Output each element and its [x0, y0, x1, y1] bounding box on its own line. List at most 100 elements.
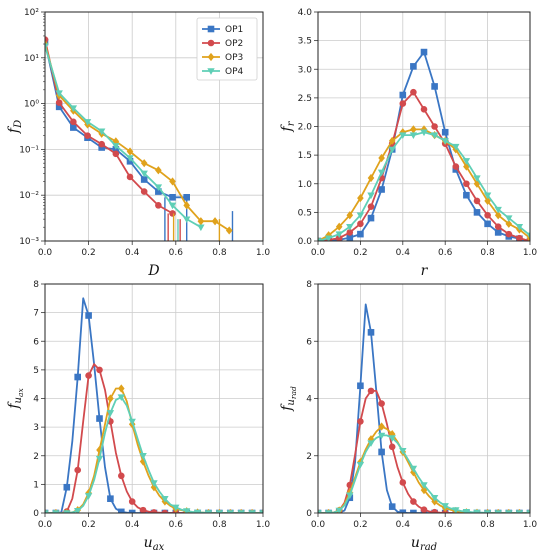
data-point-op1 [169, 193, 176, 201]
x-axis-label-main: r [421, 263, 429, 279]
series-line-op3 [45, 43, 230, 232]
y-axis-label-sub: D [13, 120, 24, 129]
data-point-op3 [463, 162, 470, 171]
data-point-op1 [357, 230, 364, 238]
x-tick-label: 1.0 [256, 520, 271, 530]
data-point-op4 [215, 510, 224, 513]
x-tick-label: 0.0 [38, 520, 53, 530]
legend-label-op2: OP2 [225, 39, 243, 49]
y-tick-label: 3 [33, 423, 39, 433]
data-point-op1 [410, 509, 417, 513]
data-point-op2 [169, 210, 176, 217]
data-point-op3 [225, 226, 233, 235]
data-point-op4 [335, 507, 343, 513]
data-point-op4 [112, 143, 120, 150]
data-point-op3 [183, 201, 190, 210]
y-axis-label: fuax [6, 388, 25, 410]
plot-frame [317, 11, 531, 242]
y-tick-label: 5 [33, 366, 39, 376]
data-point-op2 [357, 220, 364, 228]
legend-marker-op1 [207, 25, 215, 33]
data-point-op4 [335, 231, 343, 239]
y-tick-label: 10⁻¹ [19, 145, 39, 155]
data-point-op4 [367, 440, 375, 447]
data-point-op4 [505, 510, 513, 513]
data-point-op4 [356, 461, 365, 469]
data-point-op3 [139, 457, 147, 466]
data-point-op1 [388, 503, 396, 510]
data-point-op2 [126, 173, 134, 181]
x-tick-label: 0.6 [169, 520, 184, 530]
y-tick-label: 6 [306, 337, 312, 347]
y-tick-label: 10¹ [24, 54, 39, 64]
x-tick-label: 1.0 [523, 520, 538, 530]
y-tick-label: 10² [24, 8, 39, 18]
data-point-op1 [63, 483, 71, 491]
x-tick-label: 0.4 [125, 520, 140, 530]
data-point-op1 [118, 508, 125, 513]
y-tick-label: 10⁰ [24, 100, 39, 110]
y-tick-label: 10⁻³ [19, 237, 39, 247]
data-point-op3 [367, 173, 375, 183]
data-point-op4 [430, 132, 439, 139]
data-point-op4 [97, 128, 106, 136]
data-point-op4 [204, 510, 213, 513]
x-tick-label: 0.6 [169, 248, 184, 258]
data-point-op4 [172, 504, 180, 512]
data-point-op1 [378, 448, 385, 456]
data-point-op4 [526, 232, 530, 240]
y-axis-label: furad [279, 386, 298, 412]
legend-marker-op2 [207, 39, 215, 47]
data-point-op3 [420, 486, 428, 495]
y-tick-label: 4 [306, 395, 312, 405]
x-tick-label: 0.2 [81, 520, 95, 530]
data-point-op4 [377, 432, 386, 440]
series-line-op1 [45, 297, 263, 513]
y-axis-label: fr [279, 120, 297, 132]
x-tick-label: 1.0 [256, 248, 271, 258]
data-point-op4 [259, 510, 263, 513]
plot-frame [44, 11, 264, 242]
data-point-op4 [473, 509, 481, 513]
data-point-op4 [441, 138, 449, 145]
y-tick-label: 4 [33, 395, 39, 405]
data-point-op3 [126, 147, 134, 156]
data-point-op4 [193, 509, 202, 513]
y-tick-label: 3.0 [298, 65, 313, 75]
data-point-op4 [183, 216, 191, 224]
data-point-op2 [399, 100, 407, 107]
y-axis-label-subsub: rad [289, 386, 298, 399]
x-tick-label: 0.0 [38, 248, 53, 258]
data-point-op4 [248, 510, 256, 513]
data-point-op1 [70, 124, 77, 131]
data-point-op1 [55, 103, 63, 111]
data-point-op2 [473, 197, 481, 205]
data-point-op1 [399, 91, 407, 99]
x-axis-label-main: D [147, 263, 159, 279]
plot-frame [317, 283, 531, 514]
data-point-op4 [377, 169, 386, 177]
data-point-op4 [318, 510, 322, 513]
data-point-op2 [155, 202, 162, 209]
data-point-op2 [98, 140, 105, 148]
data-point-op1 [420, 48, 428, 56]
data-point-op2 [128, 498, 136, 505]
x-tick-label: 0.6 [438, 248, 453, 258]
data-point-op1 [367, 329, 375, 336]
data-point-op1 [346, 234, 354, 241]
data-point-op2 [74, 466, 81, 474]
y-axis-label-main: f [279, 403, 295, 412]
x-axis-label-main: u [144, 535, 153, 550]
data-point-op2 [378, 400, 385, 407]
data-point-op1 [463, 191, 470, 199]
x-tick-label: 0.8 [212, 520, 227, 530]
data-point-op3 [357, 193, 364, 203]
y-tick-label: 2.5 [298, 94, 312, 104]
y-tick-label: 10⁻² [19, 191, 39, 201]
data-point-op4 [494, 206, 502, 214]
data-point-op1 [96, 415, 103, 422]
x-axis-label-main: u [411, 535, 420, 550]
